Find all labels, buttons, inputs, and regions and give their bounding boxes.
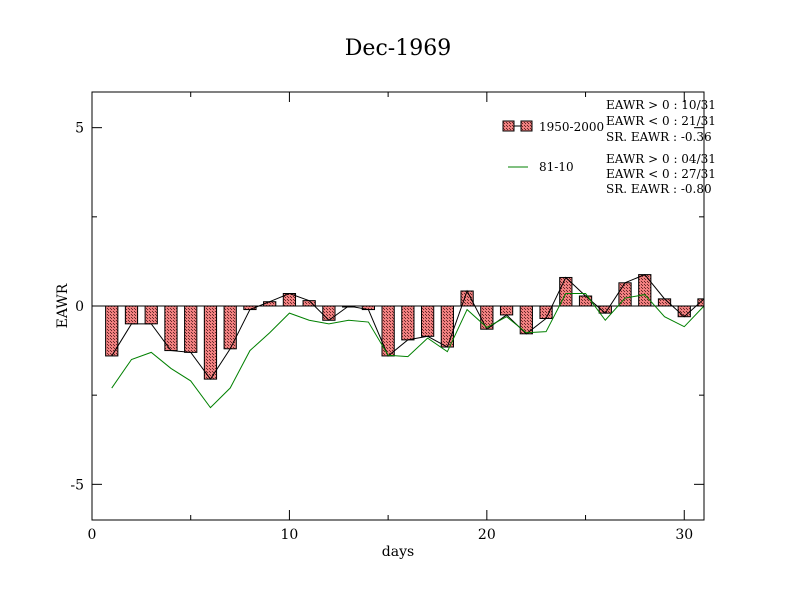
- x-tick-label-30: 30: [675, 527, 693, 543]
- legend: 1950-2000 EAWR > 0 : 10/31 EAWR < 0 : 21…: [502, 98, 716, 196]
- x-tick-label-0: 0: [88, 527, 97, 543]
- bar-day-18: [440, 305, 454, 348]
- bar-day-12: [322, 305, 336, 321]
- chart-title: Dec-1969: [345, 36, 451, 61]
- bar-day-3: [144, 305, 158, 325]
- legend-swatch-bar-1: [502, 120, 515, 132]
- legend-swatch-bar-2: [520, 120, 533, 132]
- legend-stat-2-1: EAWR > 0 : 04/31: [606, 152, 716, 166]
- legend-stat-2-2: EAWR < 0 : 27/31: [606, 167, 716, 181]
- legend-label-2: 81-10: [539, 160, 574, 174]
- legend-label-1: 1950-2000: [539, 120, 604, 134]
- bar-day-2: [124, 305, 139, 325]
- bar-day-23: [539, 305, 553, 319]
- bar-day-4: [164, 305, 178, 352]
- plot-area: 0 10 20 30 -5 0 5: [70, 91, 705, 543]
- series-line-1: [111, 274, 704, 380]
- bar-day-5: [184, 305, 198, 353]
- bar-day-17: [420, 305, 435, 337]
- legend-stat-1-2: EAWR < 0 : 21/31: [606, 114, 716, 128]
- series-line-2: [111, 293, 704, 409]
- y-axis-label: EAWR: [55, 283, 71, 328]
- x-axis-label: days: [382, 544, 414, 560]
- legend-stat-1-3: SR. EAWR : -0.36: [606, 130, 712, 144]
- bar-day-21: [499, 305, 514, 316]
- bar-day-30: [677, 305, 691, 318]
- legend-stat-2-3: SR. EAWR : -0.80: [606, 182, 712, 196]
- bar-day-31: [697, 298, 704, 307]
- bar-day-16: [401, 305, 415, 341]
- bar-day-1: [105, 305, 119, 357]
- bar-day-6: [203, 305, 218, 380]
- x-tick-label-20: 20: [478, 527, 496, 543]
- y-tick-label-5: 5: [75, 121, 84, 137]
- y-tick-label-0: 0: [75, 299, 84, 315]
- legend-stat-1-1: EAWR > 0 : 10/31: [606, 98, 716, 112]
- plot-marks: [92, 274, 704, 409]
- bar-day-7: [223, 305, 237, 350]
- y-tick-label--5: -5: [70, 477, 84, 493]
- bar-day-25: [578, 295, 593, 307]
- x-tick-label-10: 10: [281, 527, 299, 543]
